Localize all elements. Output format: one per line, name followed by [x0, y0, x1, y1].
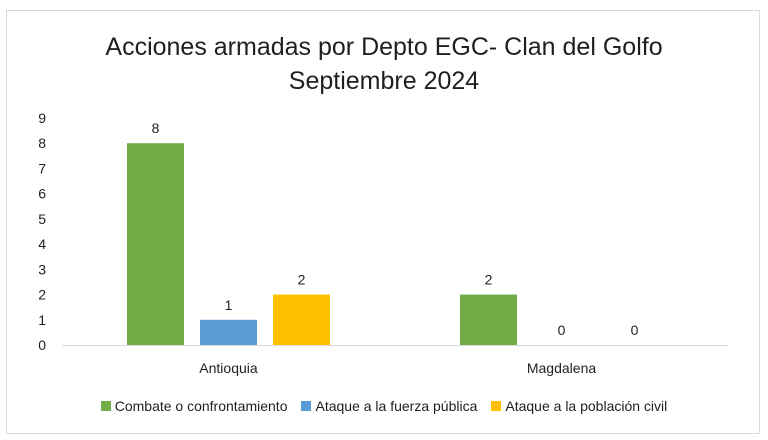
legend: Combate o confrontamiento Ataque a la fu… — [0, 398, 768, 414]
x-tick-label: Antioquia — [199, 360, 258, 376]
legend-item-combate: Combate o confrontamiento — [100, 398, 288, 414]
legend-label-combate: Combate o confrontamiento — [114, 398, 288, 414]
data-label: 1 — [225, 297, 233, 313]
legend-item-ataque-poblacion: Ataque a la población civil — [491, 398, 667, 414]
data-label: 0 — [631, 322, 639, 338]
legend-label-ataque-poblacion: Ataque a la población civil — [505, 398, 668, 414]
y-tick-label: 8 — [38, 135, 46, 151]
legend-label-ataque-fuerza: Ataque a la fuerza pública — [315, 398, 478, 414]
data-label: 8 — [152, 120, 160, 136]
data-label: 0 — [558, 322, 566, 338]
y-tick-label: 6 — [38, 186, 46, 202]
y-tick-label: 0 — [38, 337, 46, 353]
bar — [460, 294, 517, 345]
chart-title: Acciones armadas por Depto EGC- Clan del… — [105, 33, 663, 61]
legend-item-ataque-fuerza: Ataque a la fuerza pública — [301, 398, 477, 414]
y-tick-label: 1 — [38, 312, 46, 328]
legend-swatch-ataque-fuerza — [301, 401, 312, 411]
legend-swatch-combate — [100, 401, 111, 411]
chart-subtitle: Septiembre 2024 — [288, 67, 480, 95]
y-tick-label: 2 — [38, 287, 46, 303]
y-tick-label: 5 — [38, 211, 46, 227]
legend-swatch-ataque-poblacion — [491, 401, 502, 411]
bar — [273, 294, 330, 345]
y-tick-label: 9 — [38, 110, 46, 126]
y-tick-label: 4 — [38, 236, 46, 252]
data-label: 2 — [485, 272, 493, 288]
bar — [127, 143, 184, 345]
bar — [200, 319, 257, 345]
x-tick-label: Magdalena — [527, 360, 596, 376]
y-tick-label: 3 — [38, 261, 46, 277]
y-tick-label: 7 — [38, 160, 46, 176]
data-label: 2 — [298, 272, 306, 288]
